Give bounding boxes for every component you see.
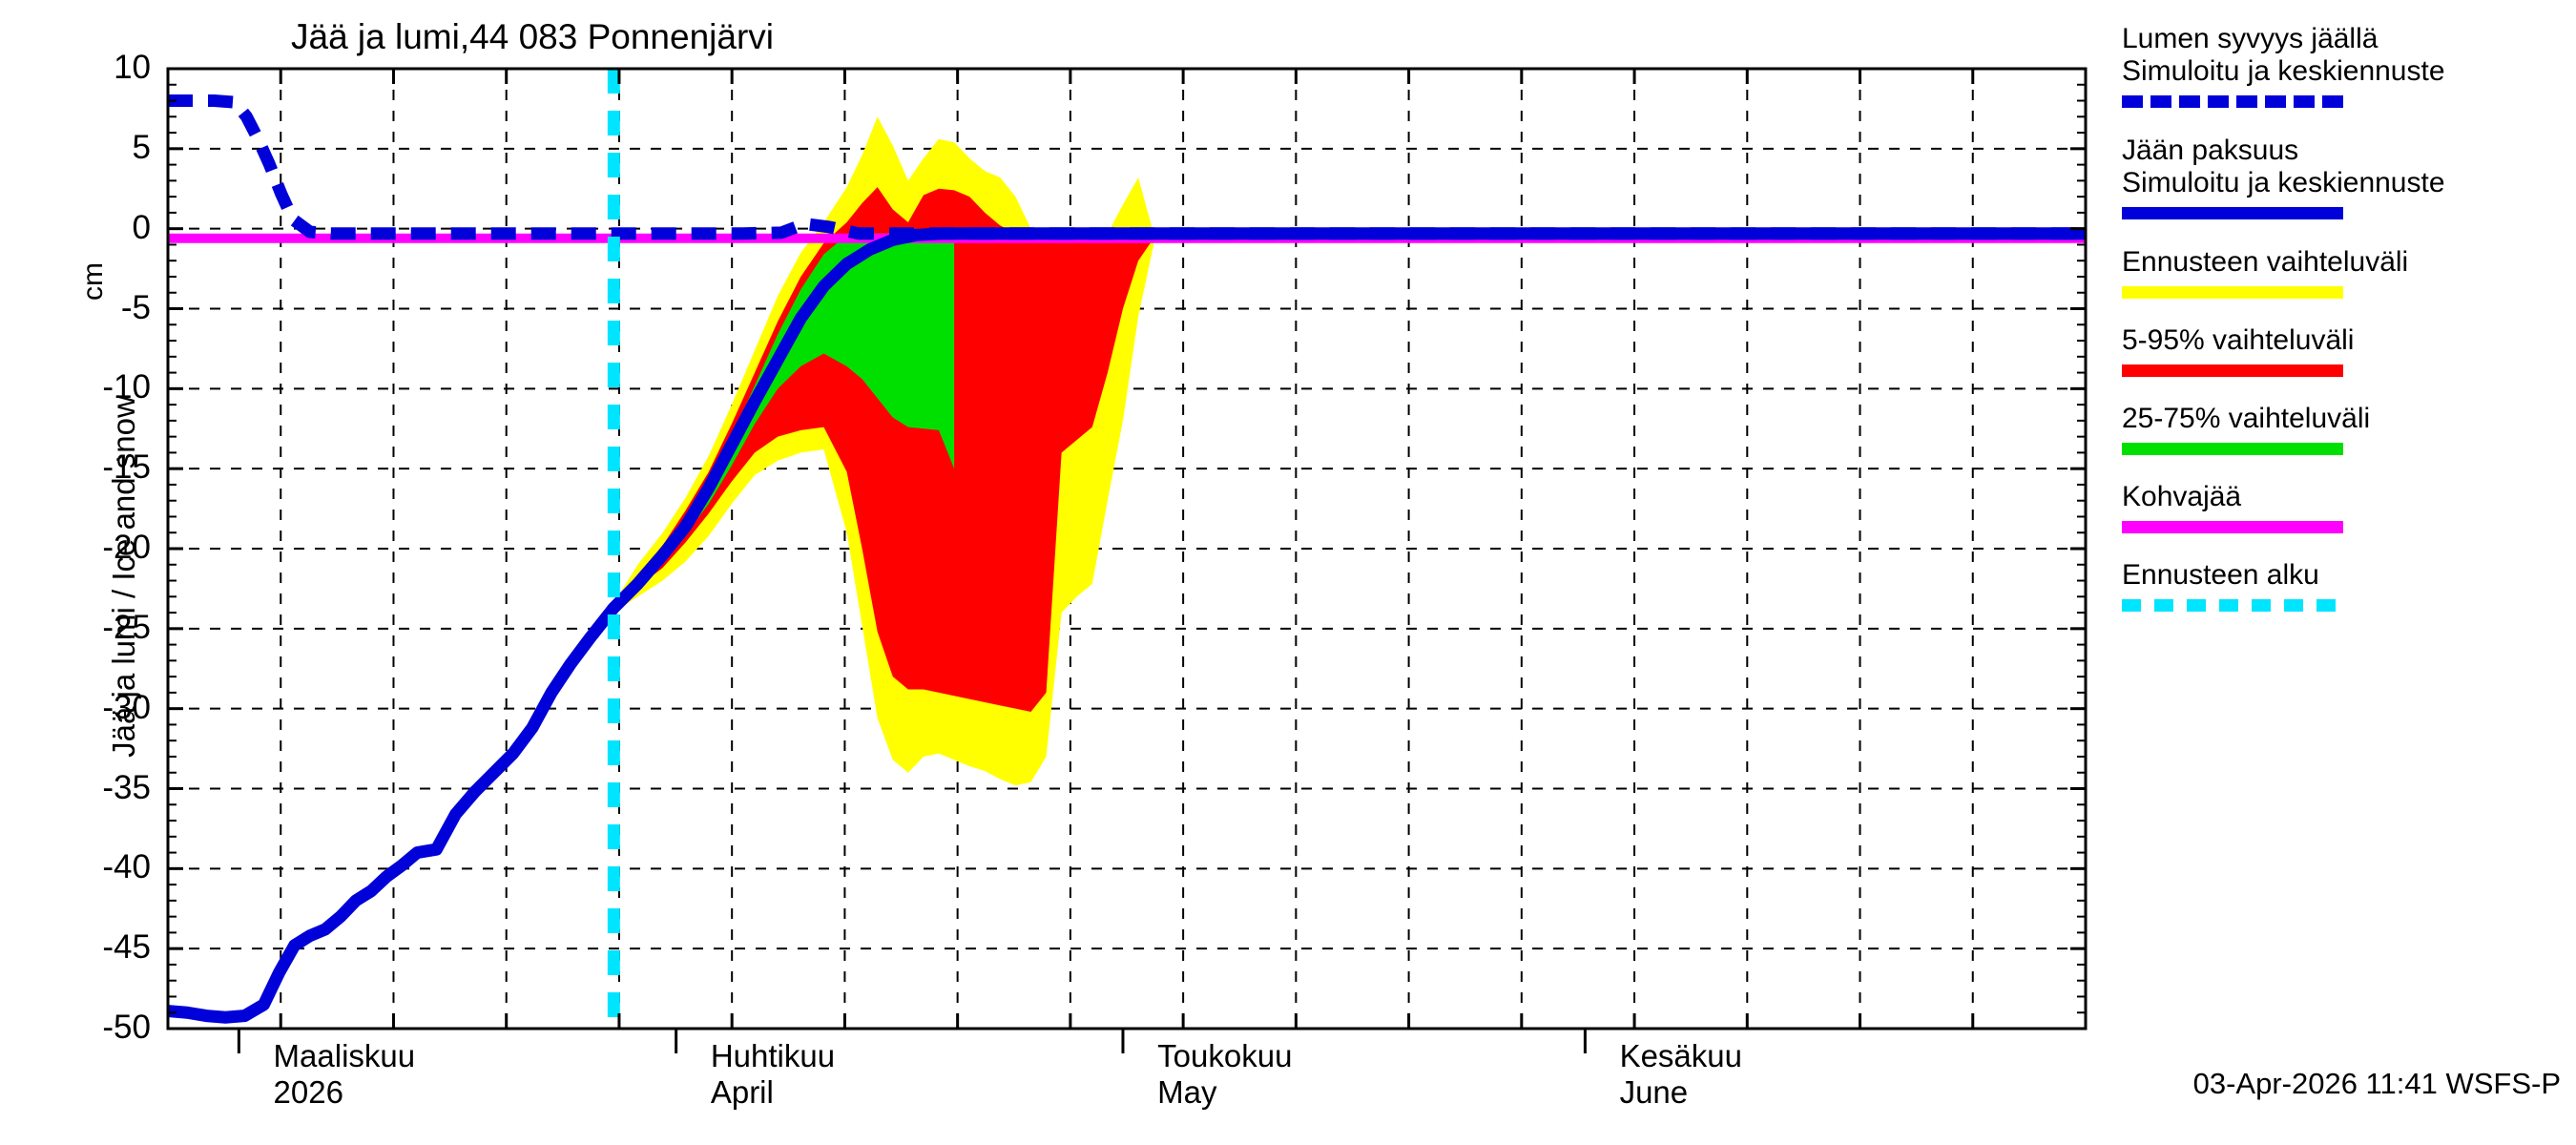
y-tick-label: -5 <box>120 288 151 326</box>
y-tick-label: -30 <box>102 688 151 726</box>
page-title: Jää ja lumi,44 083 Ponnenjärvi <box>291 17 774 56</box>
legend-item-subtitle: Simuloitu ja keskiennuste <box>2122 166 2445 198</box>
x-tick-label-fi: Toukokuu <box>1157 1038 1293 1073</box>
y-tick-label: -45 <box>102 928 151 967</box>
legend-item-title: Kohvajää <box>2122 481 2242 512</box>
legend-item: Kohvajää <box>2122 481 2343 556</box>
chart-legend: Lumen syvyys jäällä Simuloitu ja keskienn… <box>2122 0 2570 668</box>
x-tick-label: Huhtikuu April <box>711 1038 835 1111</box>
snow-depth-line <box>168 94 2086 240</box>
legend-item-subtitle: Simuloitu ja keskiennuste <box>2122 54 2445 87</box>
legend-item-title: Lumen syvyys jäällä <box>2122 23 2379 54</box>
legend-item: Ennusteen vaihteluväli <box>2122 246 2408 322</box>
legend-swatch <box>2122 442 2343 455</box>
legend-swatch <box>2122 364 2343 377</box>
x-tick-label-fi: Kesäkuu <box>1619 1038 1742 1073</box>
x-tick-label-en: June <box>1619 1074 1689 1110</box>
legend-item: 25-75% vaihteluväli <box>2122 403 2370 478</box>
legend-swatch <box>2122 206 2343 219</box>
x-tick-label-en: April <box>710 1074 774 1110</box>
legend-item-title: 25-75% vaihteluväli <box>2122 403 2371 434</box>
footer-timestamp: 03-Apr-2026 11:41 WSFS-P <box>2192 1067 2561 1100</box>
y-tick-label: -10 <box>102 368 151 406</box>
forecast-band <box>613 187 1154 713</box>
legend-item-title: Ennusteen vaihteluväli <box>2122 246 2409 278</box>
x-tick-label-en: May <box>1157 1074 1217 1110</box>
y-tick-label: 10 <box>114 49 151 86</box>
y-tick-label: -40 <box>102 848 151 886</box>
y-tick-label: -15 <box>102 448 151 487</box>
legend-item: 5-95% vaihteluväli <box>2122 324 2354 400</box>
x-tick-label-fi: Maaliskuu <box>273 1038 416 1073</box>
x-tick-label-en: 2026 <box>273 1074 343 1110</box>
x-tick-label-fi: Huhtikuu <box>710 1038 836 1073</box>
legend-item-title: Ennusteen alku <box>2122 559 2319 591</box>
y-tick-label: 5 <box>132 128 151 166</box>
legend-swatch <box>2122 94 2343 108</box>
y-tick-label: -50 <box>102 1009 151 1046</box>
y-tick-label: 0 <box>132 208 151 246</box>
legend-swatch <box>2122 285 2343 299</box>
legend-swatch <box>2122 520 2343 533</box>
legend-swatch <box>2122 598 2343 612</box>
legend-item: Jään paksuus Simuloitu ja keskiennuste <box>2122 135 2445 242</box>
legend-item-title: 5-95% vaihteluväli <box>2122 324 2355 356</box>
y-tick-label: -35 <box>102 768 151 806</box>
legend-item-title: Jään paksuus <box>2122 135 2299 166</box>
x-tick-label: Toukokuu May <box>1157 1038 1292 1111</box>
x-tick-label: Maaliskuu 2026 <box>274 1038 416 1111</box>
x-tick-label: Kesäkuu June <box>1620 1038 1742 1111</box>
y-tick-label: -25 <box>102 608 151 646</box>
legend-item: Lumen syvyys jäällä Simuloitu ja keskienn… <box>2122 23 2445 131</box>
legend-item: Ennusteen alku <box>2122 559 2343 635</box>
y-tick-label: -20 <box>102 529 151 566</box>
